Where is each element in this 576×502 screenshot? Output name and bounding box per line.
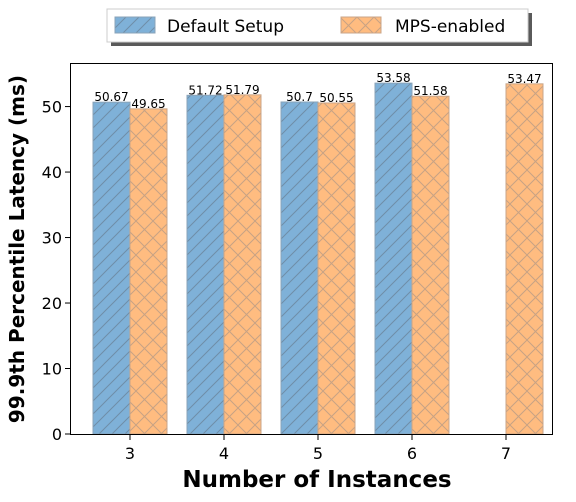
y-tick-label: 20 bbox=[42, 294, 62, 313]
x-tick-label: 5 bbox=[313, 444, 323, 463]
bar-mps-enabled-4 bbox=[223, 94, 262, 435]
bar-default-setup-6 bbox=[374, 82, 413, 435]
y-tick-label: 10 bbox=[42, 360, 62, 379]
bar-mps-enabled-7 bbox=[505, 83, 544, 435]
bar-mps-enabled-3 bbox=[129, 108, 168, 435]
data-labels-group: 50.67 51.72 50.7 53.58 49.65 51.79 50.55 51.58 5… bbox=[94, 71, 541, 111]
data-label-mps-enabled-3: 49.65 bbox=[131, 97, 165, 111]
y-axis: 0 10 20 30 40 50 bbox=[42, 98, 71, 444]
data-label-default-setup-4: 51.72 bbox=[188, 83, 222, 97]
y-tick-label: 40 bbox=[42, 163, 62, 182]
x-tick-label: 6 bbox=[407, 444, 417, 463]
legend-swatch-mps-enabled bbox=[340, 16, 382, 34]
x-tick-label: 3 bbox=[125, 444, 135, 463]
data-label-mps-enabled-5: 50.55 bbox=[319, 91, 353, 105]
bar-mps-enabled-6 bbox=[411, 95, 450, 435]
y-tick-label: 0 bbox=[52, 425, 62, 444]
y-tick-label: 30 bbox=[42, 229, 62, 248]
data-label-mps-enabled-7: 53.47 bbox=[507, 72, 541, 86]
legend-swatch-default-setup bbox=[114, 16, 156, 34]
data-label-default-setup-5: 50.7 bbox=[286, 90, 313, 104]
bar-default-setup-3 bbox=[92, 101, 131, 435]
x-tick-label: 4 bbox=[219, 444, 229, 463]
data-label-mps-enabled-6: 51.58 bbox=[413, 84, 447, 98]
legend: Default Setup MPS-enabled bbox=[106, 8, 532, 46]
legend-label-mps-enabled: MPS-enabled bbox=[395, 17, 505, 37]
x-axis-title: Number of Instances bbox=[182, 467, 451, 493]
x-tick-label: 7 bbox=[501, 444, 511, 463]
bar-mps-enabled-5 bbox=[317, 102, 356, 435]
bar-default-setup-4 bbox=[186, 94, 225, 435]
data-label-default-setup-3: 50.67 bbox=[94, 90, 128, 104]
legend-label-default-setup: Default Setup bbox=[167, 17, 284, 37]
data-label-default-setup-6: 53.58 bbox=[376, 71, 410, 85]
bars-group bbox=[92, 82, 544, 435]
data-label-mps-enabled-4: 51.79 bbox=[225, 83, 259, 97]
legend-box bbox=[106, 8, 529, 43]
x-axis: 3 4 5 6 7 bbox=[125, 434, 511, 463]
plot-frame bbox=[70, 63, 553, 435]
y-tick-label: 50 bbox=[42, 98, 62, 117]
bar-default-setup-5 bbox=[280, 101, 319, 435]
y-axis-title: 99.9th Percentile Latency (ms) bbox=[5, 75, 29, 423]
